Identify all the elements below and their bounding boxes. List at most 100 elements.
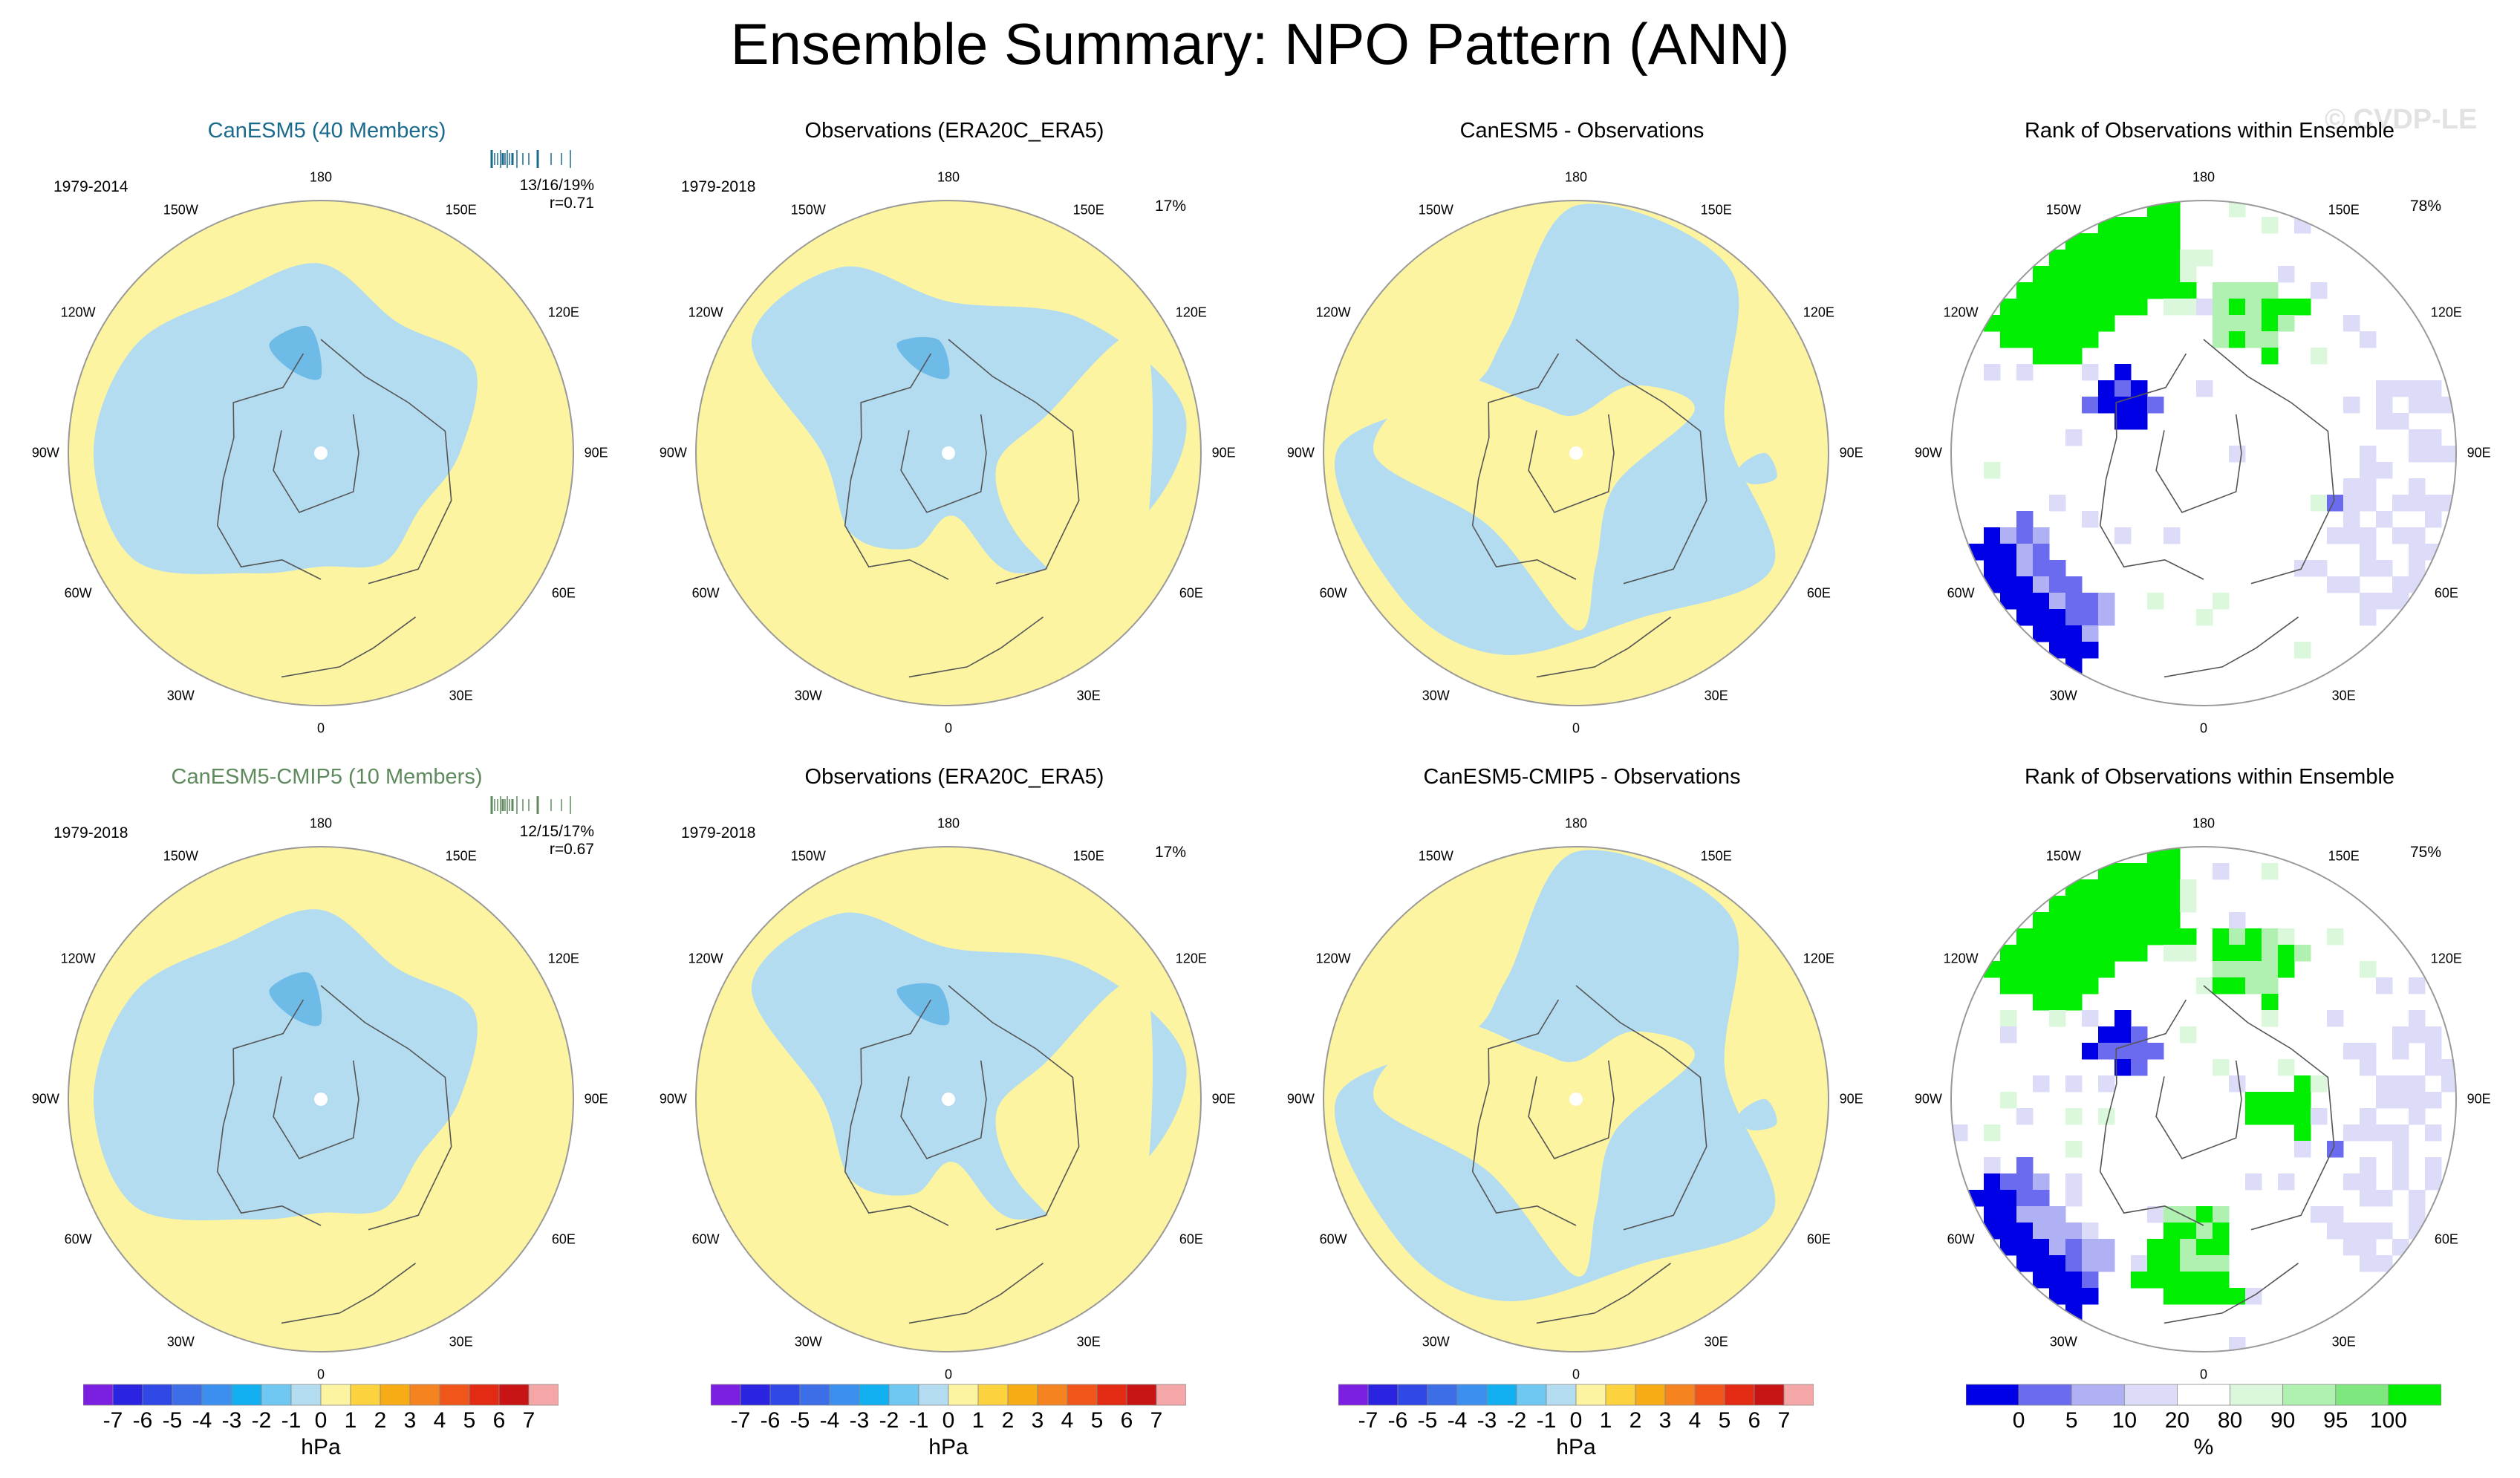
longitude-label: 120E bbox=[2430, 951, 2462, 966]
colorbar-swatch bbox=[1664, 1384, 1696, 1406]
rank-cell bbox=[2229, 201, 2246, 218]
rank-cell bbox=[2327, 1223, 2344, 1240]
rank-cell bbox=[2065, 1239, 2083, 1256]
colorbar-swatch bbox=[172, 1384, 203, 1406]
rank-cell bbox=[2343, 495, 2360, 512]
rank-cell bbox=[2114, 1026, 2132, 1044]
longitude-label: 150E bbox=[445, 202, 477, 218]
longitude-label: 120W bbox=[1943, 305, 1979, 320]
rank-cell bbox=[2294, 299, 2311, 316]
colorbar-tick-label: 1 bbox=[344, 1408, 357, 1433]
rank-cell bbox=[2082, 299, 2099, 316]
longitude-label: 0 bbox=[316, 1367, 325, 1382]
rank-cell bbox=[2196, 1288, 2213, 1305]
colorbar-tick-label: -1 bbox=[281, 1408, 302, 1433]
rank-cell bbox=[2000, 1092, 2017, 1109]
colorbar-swatch bbox=[1096, 1384, 1127, 1406]
rank-cell bbox=[2376, 593, 2393, 610]
colorbar-unit: hPa bbox=[301, 1435, 341, 1459]
rank-cell bbox=[2164, 896, 2181, 913]
rank-cell bbox=[2262, 315, 2279, 332]
rank-cell bbox=[2131, 945, 2148, 962]
rank-cell bbox=[2065, 896, 2083, 913]
coastline-layer bbox=[1471, 985, 1707, 1324]
rank-cell bbox=[2164, 1223, 2181, 1240]
percent-label: 78% bbox=[2410, 198, 2442, 215]
rank-cell bbox=[2016, 282, 2034, 299]
colorbar bbox=[711, 1384, 1186, 1406]
rank-cell bbox=[2000, 331, 2017, 348]
rank-cell bbox=[2278, 266, 2295, 283]
colorbar-tick-label: 5 bbox=[463, 1408, 476, 1433]
colorbar-swatch bbox=[1486, 1384, 1517, 1406]
rank-cell bbox=[2082, 250, 2099, 267]
rank-cell bbox=[2180, 282, 2197, 299]
rank-cell bbox=[2409, 1026, 2426, 1044]
rank-cell bbox=[2082, 266, 2099, 283]
rank-cell bbox=[2196, 1206, 2213, 1223]
rank-cell bbox=[2114, 364, 2132, 381]
rank-cell bbox=[2000, 1173, 2017, 1191]
colorbar-tick-label: 6 bbox=[1748, 1408, 1761, 1433]
rank-cell bbox=[2131, 266, 2148, 283]
rank-cell bbox=[2294, 1092, 2311, 1109]
rank-cell bbox=[2114, 233, 2132, 250]
rank-cell bbox=[2114, 863, 2132, 880]
rank-cell bbox=[2082, 879, 2099, 896]
rank-cell bbox=[2016, 511, 2034, 528]
rank-cell bbox=[2409, 560, 2426, 577]
rank-cell bbox=[2131, 896, 2148, 913]
rank-cell bbox=[2065, 315, 2083, 332]
colorbar-tick-label: -2 bbox=[879, 1408, 899, 1433]
colorbar-swatch bbox=[2071, 1384, 2125, 1406]
rank-cell bbox=[2360, 560, 2377, 577]
rank-cell bbox=[2262, 928, 2279, 945]
rank-cell bbox=[2065, 576, 2083, 593]
contour-region bbox=[995, 332, 1153, 617]
rank-cell bbox=[2082, 928, 2099, 945]
colorbar-tick-label: -4 bbox=[819, 1408, 840, 1433]
rank-cell bbox=[2000, 961, 2017, 978]
rank-cell bbox=[2343, 1124, 2360, 1142]
rank-cell bbox=[2376, 977, 2393, 994]
longitude-label: 0 bbox=[2199, 1367, 2208, 1382]
rank-cell bbox=[2065, 928, 2083, 945]
rank-cell bbox=[1984, 544, 2001, 561]
longitude-label: 120W bbox=[1315, 951, 1351, 966]
coastline-layer bbox=[844, 339, 1080, 678]
map-border bbox=[1323, 846, 1829, 1352]
rank-cell bbox=[2131, 1272, 2148, 1289]
rank-cell bbox=[2180, 1026, 2197, 1044]
rank-cell bbox=[2196, 380, 2213, 397]
rank-cell bbox=[2392, 1239, 2409, 1256]
rank-cell bbox=[2262, 331, 2279, 348]
colorbar-tick-label: 1 bbox=[971, 1408, 985, 1433]
longitude-label: 150E bbox=[1072, 202, 1104, 218]
rank-cell bbox=[2147, 201, 2164, 218]
rank-cell bbox=[2033, 560, 2050, 577]
rank-cell bbox=[2049, 282, 2066, 299]
rank-cell bbox=[2131, 413, 2148, 430]
rank-cell bbox=[2327, 495, 2344, 512]
rank-cell bbox=[2425, 511, 2442, 528]
rank-cell bbox=[2229, 928, 2246, 945]
rank-cell bbox=[2049, 1206, 2066, 1223]
polar-map bbox=[68, 200, 574, 706]
rank-cell bbox=[2229, 331, 2246, 348]
colorbar-tick-label: 3 bbox=[1658, 1408, 1672, 1433]
rank-cell bbox=[2098, 299, 2115, 316]
rank-cell bbox=[2164, 945, 2181, 962]
rank-cell bbox=[2000, 527, 2017, 544]
rank-cell bbox=[2164, 912, 2181, 929]
rank-cell bbox=[2000, 1206, 2017, 1223]
rank-cell bbox=[2065, 348, 2083, 365]
stat-percentiles: 13/16/19% bbox=[519, 177, 594, 194]
rank-cell bbox=[2082, 896, 2099, 913]
rank-cell bbox=[2065, 642, 2083, 659]
colorbar-swatch bbox=[409, 1384, 440, 1406]
rank-cell bbox=[2213, 961, 2230, 978]
rank-cell bbox=[2425, 446, 2442, 463]
rank-cell bbox=[2098, 912, 2115, 929]
rank-cell bbox=[2065, 250, 2083, 267]
rank-cell bbox=[2033, 945, 2050, 962]
